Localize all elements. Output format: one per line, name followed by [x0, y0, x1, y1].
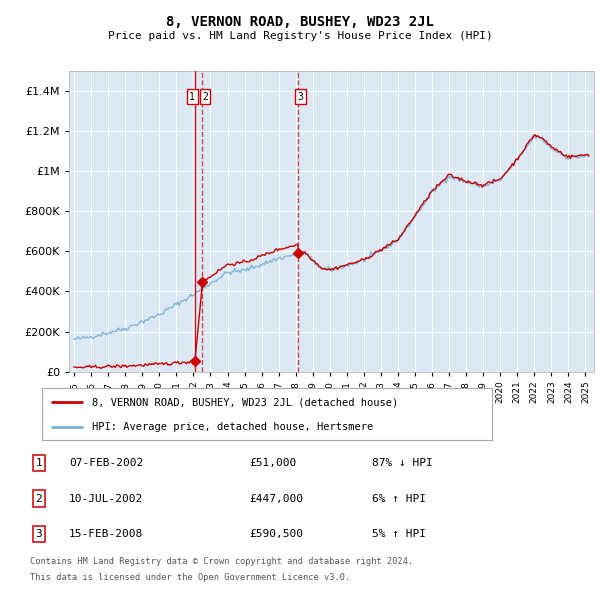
Text: 1: 1	[35, 458, 43, 468]
Text: 2: 2	[202, 92, 208, 102]
Text: £447,000: £447,000	[249, 494, 303, 503]
Text: Price paid vs. HM Land Registry's House Price Index (HPI): Price paid vs. HM Land Registry's House …	[107, 31, 493, 41]
Text: 3: 3	[298, 92, 303, 102]
Text: 10-JUL-2002: 10-JUL-2002	[69, 494, 143, 503]
Text: HPI: Average price, detached house, Hertsmere: HPI: Average price, detached house, Hert…	[92, 422, 373, 431]
Text: 07-FEB-2002: 07-FEB-2002	[69, 458, 143, 468]
Text: 5% ↑ HPI: 5% ↑ HPI	[372, 529, 426, 539]
Text: Contains HM Land Registry data © Crown copyright and database right 2024.: Contains HM Land Registry data © Crown c…	[30, 557, 413, 566]
Text: 2: 2	[35, 494, 43, 503]
Text: 1: 1	[190, 92, 195, 102]
Text: 15-FEB-2008: 15-FEB-2008	[69, 529, 143, 539]
Text: 87% ↓ HPI: 87% ↓ HPI	[372, 458, 433, 468]
Text: This data is licensed under the Open Government Licence v3.0.: This data is licensed under the Open Gov…	[30, 572, 350, 582]
Text: 6% ↑ HPI: 6% ↑ HPI	[372, 494, 426, 503]
Text: 8, VERNON ROAD, BUSHEY, WD23 2JL (detached house): 8, VERNON ROAD, BUSHEY, WD23 2JL (detach…	[92, 397, 398, 407]
Text: £590,500: £590,500	[249, 529, 303, 539]
Text: 3: 3	[35, 529, 43, 539]
Text: 8, VERNON ROAD, BUSHEY, WD23 2JL: 8, VERNON ROAD, BUSHEY, WD23 2JL	[166, 15, 434, 29]
Text: £51,000: £51,000	[249, 458, 296, 468]
